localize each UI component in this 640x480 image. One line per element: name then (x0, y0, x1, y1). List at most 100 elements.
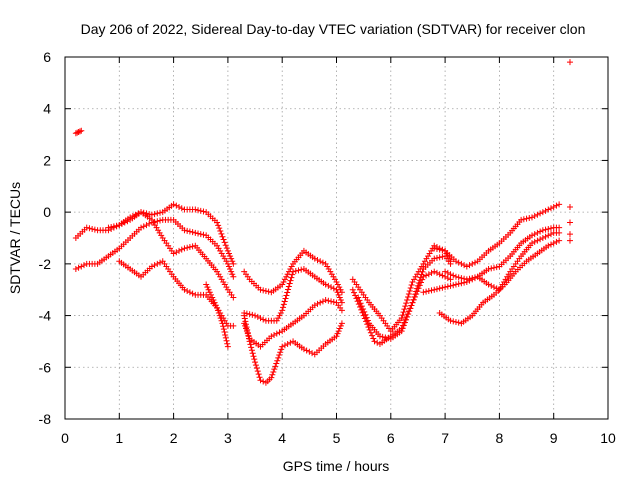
data-point (452, 319, 459, 326)
data-point (350, 289, 357, 296)
data-point (285, 286, 292, 293)
data-point (450, 282, 457, 289)
data-point (246, 338, 253, 345)
data-point (458, 275, 465, 282)
data-point (463, 278, 470, 285)
data-point (433, 255, 440, 262)
data-point (273, 330, 280, 337)
data-point (458, 280, 465, 287)
data-point (336, 294, 343, 301)
data-point (364, 317, 371, 324)
data-point (433, 286, 440, 293)
data-point (433, 245, 440, 252)
y-tick-label: -8 (39, 411, 52, 427)
data-point (447, 282, 454, 289)
data-point (216, 312, 223, 319)
data-point (273, 360, 280, 367)
data-point (292, 267, 299, 274)
data-point (269, 371, 276, 378)
data-point (181, 227, 188, 234)
data-point (228, 268, 235, 275)
data-point (452, 258, 459, 265)
data-point (255, 371, 262, 378)
data-point (338, 320, 345, 327)
data-point (556, 224, 563, 231)
data-point (110, 223, 117, 230)
data-point (335, 291, 342, 298)
data-point (419, 268, 426, 275)
data-point (463, 263, 470, 270)
data-point (428, 269, 435, 276)
data-point (401, 319, 408, 326)
data-point (252, 312, 259, 319)
data-point (283, 292, 290, 299)
data-point (72, 266, 79, 273)
data-point (210, 297, 217, 304)
data-point (420, 289, 427, 296)
data-point (431, 245, 438, 252)
data-point (336, 325, 343, 332)
data-point (223, 337, 230, 344)
data-point (436, 285, 443, 292)
data-point (181, 286, 188, 293)
data-point (466, 277, 473, 284)
data-point (398, 328, 405, 335)
data-point (208, 291, 215, 298)
data-point (275, 354, 282, 361)
data-point (455, 259, 462, 266)
data-point (204, 284, 211, 291)
data-point (216, 225, 223, 232)
data-point (376, 333, 383, 340)
y-tick-label: -4 (39, 308, 52, 324)
data-point (325, 297, 332, 304)
data-point (220, 323, 227, 330)
data-point (173, 202, 180, 209)
data-point (279, 281, 286, 288)
data-point (113, 222, 120, 229)
data-point (256, 374, 263, 381)
data-point (407, 305, 414, 312)
data-point (280, 301, 287, 308)
data-point (148, 263, 155, 270)
data-point (436, 246, 443, 253)
data-point (217, 315, 224, 322)
data-point (206, 289, 213, 296)
chart-title: Day 206 of 2022, Sidereal Day-to-day VTE… (81, 21, 586, 37)
data-point (545, 232, 552, 239)
data-point (276, 312, 283, 319)
data-point (151, 211, 158, 218)
data-point (442, 268, 449, 275)
data-point (281, 342, 288, 349)
x-tick-label: 10 (600, 430, 616, 446)
x-tick-label: 6 (387, 430, 395, 446)
data-point (230, 273, 237, 280)
data-point (322, 297, 329, 304)
data-point (550, 203, 557, 210)
data-point (402, 303, 409, 310)
data-point (531, 231, 538, 238)
y-tick-label: 4 (43, 101, 51, 117)
data-point (371, 338, 378, 345)
data-point (211, 299, 218, 306)
data-point (537, 236, 544, 243)
data-point (406, 288, 413, 295)
data-point (278, 346, 285, 353)
data-point (542, 207, 549, 214)
data-point (225, 250, 232, 257)
data-point (566, 231, 573, 238)
data-point (246, 311, 253, 318)
data-point (157, 217, 164, 224)
x-tick-label: 1 (115, 430, 123, 446)
data-point (444, 275, 451, 282)
data-point (309, 350, 316, 357)
data-point (531, 238, 538, 245)
data-point (355, 294, 362, 301)
data-point (170, 201, 177, 208)
data-point (78, 263, 85, 270)
data-point (423, 288, 430, 295)
data-point (314, 300, 321, 307)
data-point (127, 214, 134, 221)
data-point (209, 294, 216, 301)
data-point (461, 262, 468, 269)
data-point (452, 281, 459, 288)
